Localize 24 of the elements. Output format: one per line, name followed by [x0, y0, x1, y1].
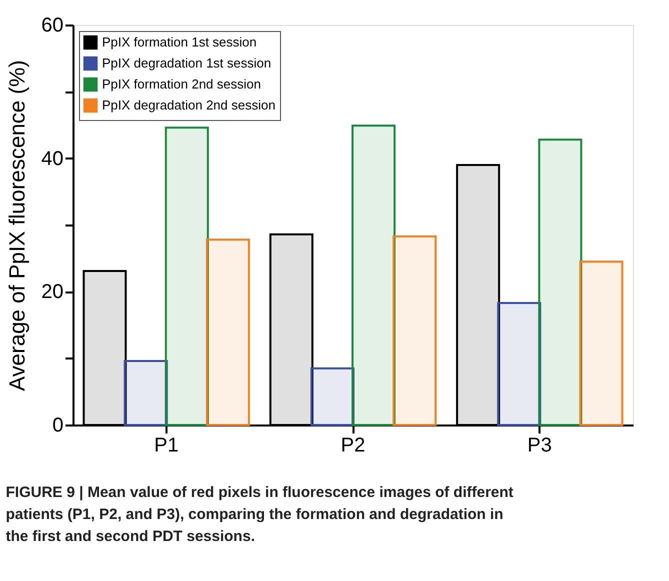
- bar: [206, 238, 250, 426]
- bar: [456, 164, 500, 426]
- legend-label: PpIX formation 2nd session: [102, 76, 261, 92]
- y-axis-title: Average of PpIX fluorescence (%): [4, 60, 30, 391]
- y-tick-label: 40: [41, 148, 64, 170]
- bar: [269, 233, 314, 426]
- x-tick-label: P3: [527, 434, 552, 456]
- bar: [579, 260, 624, 426]
- y-tick-label: 20: [41, 281, 64, 304]
- x-tick-label: P2: [340, 434, 366, 456]
- bar: [392, 235, 437, 426]
- x-tick-label: P1: [154, 434, 179, 456]
- bar: [124, 360, 168, 426]
- bar: [538, 138, 582, 426]
- legend-label: PpIX degradation 1st session: [102, 56, 272, 70]
- bar: [82, 270, 127, 426]
- caption: FIGURE 9 | Mean value of red pixels in fluorescence images of different patients (P1, P2, and P3), comparing the formation and degradation in the first and second PDT sessions.: [6, 484, 514, 545]
- bar: [352, 124, 396, 426]
- legend-label: PpIX formation 1st session: [102, 34, 257, 50]
- bar: [164, 126, 209, 426]
- legend-label: PpIX degradation 2nd session: [102, 98, 276, 112]
- y-tick-label: 60: [41, 14, 64, 36]
- bar: [310, 367, 354, 426]
- y-tick-label: 0: [52, 414, 64, 436]
